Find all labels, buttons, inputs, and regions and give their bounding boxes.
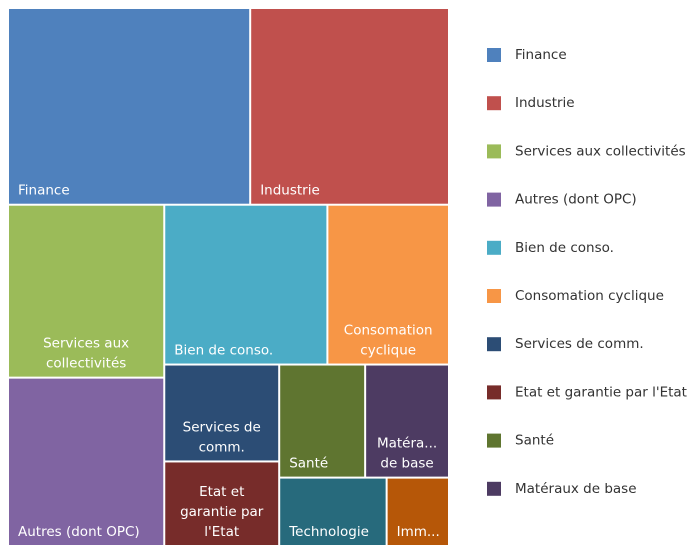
- tile: [280, 478, 386, 545]
- legend-label: Bien de conso.: [515, 240, 614, 256]
- legend-label: Etat et garantie par l'Etat: [515, 384, 687, 400]
- tile-label-line: Imm...: [397, 524, 440, 540]
- legend-swatch: [487, 240, 501, 255]
- tile-label-line: Bien de conso.: [174, 343, 273, 359]
- legend-label: Industrie: [515, 95, 575, 111]
- tile-label: Etat et garantie par l'Etat: [180, 484, 264, 540]
- legend-swatch: [487, 48, 501, 62]
- tile: [9, 378, 164, 545]
- legend-label: Santé: [515, 433, 554, 449]
- tile-label-line: garantie par: [180, 504, 264, 520]
- tile-label-line: cyclique: [360, 343, 416, 359]
- legend-label: Services aux collectivités: [515, 143, 686, 159]
- tile: [280, 365, 365, 477]
- tile: [9, 9, 250, 204]
- tile-label-line: l'Etat: [204, 524, 239, 540]
- tile: [165, 205, 327, 364]
- tile-label-line: Etat et: [199, 484, 244, 500]
- tile-label-line: Santé: [289, 456, 328, 472]
- tile-label-line: Services aux: [43, 336, 129, 352]
- tile-label: Imm...: [397, 524, 440, 540]
- tile-label: Services aux collectivités: [43, 336, 129, 372]
- legend-swatch: [487, 96, 501, 111]
- legend-label: Services de comm.: [515, 336, 644, 352]
- tile: [165, 462, 279, 545]
- tile-label: Consomation cyclique: [344, 323, 433, 359]
- tile-label: Matéra... de base: [377, 436, 437, 472]
- tile-label-line: Autres (dont OPC): [18, 524, 140, 540]
- tile-label: Services de comm.: [183, 419, 261, 455]
- tile-label-line: Technologie: [288, 524, 369, 540]
- tile-label-line: Consomation: [344, 323, 433, 339]
- tile-label: Finance: [18, 183, 70, 199]
- legend-label: Consomation cyclique: [515, 288, 664, 304]
- legend-swatch: [487, 337, 501, 352]
- tile: [366, 365, 448, 477]
- tile-label-line: comm.: [199, 439, 245, 455]
- tile: [9, 205, 164, 377]
- legend-swatch: [487, 481, 501, 496]
- tile: [165, 365, 279, 461]
- tile-label-line: Industrie: [260, 183, 320, 199]
- tile: [251, 9, 448, 204]
- tile-label: Santé: [289, 456, 328, 472]
- legend-swatch: [487, 289, 501, 303]
- legend-swatch: [487, 144, 501, 159]
- tile-label-line: collectivités: [46, 356, 126, 372]
- tile-label-line: Finance: [18, 183, 70, 199]
- tile-label: Bien de conso.: [174, 343, 273, 359]
- legend-swatch: [487, 192, 501, 207]
- legend-swatch: [487, 385, 501, 400]
- legend-label: Autres (dont OPC): [515, 192, 637, 208]
- tile: [328, 205, 448, 364]
- tile: [387, 478, 448, 545]
- tile-label-line: Services de: [183, 419, 261, 435]
- tile-label: Industrie: [260, 183, 320, 199]
- tile-label: Autres (dont OPC): [18, 524, 140, 540]
- legend-label: Finance: [515, 47, 567, 63]
- legend-label: Matéraux de base: [515, 481, 637, 497]
- tile-label-line: Matéra...: [377, 436, 437, 452]
- legend-swatch: [487, 433, 501, 448]
- tile-label: Technologie: [288, 524, 369, 540]
- tile-label-line: de base: [380, 456, 433, 472]
